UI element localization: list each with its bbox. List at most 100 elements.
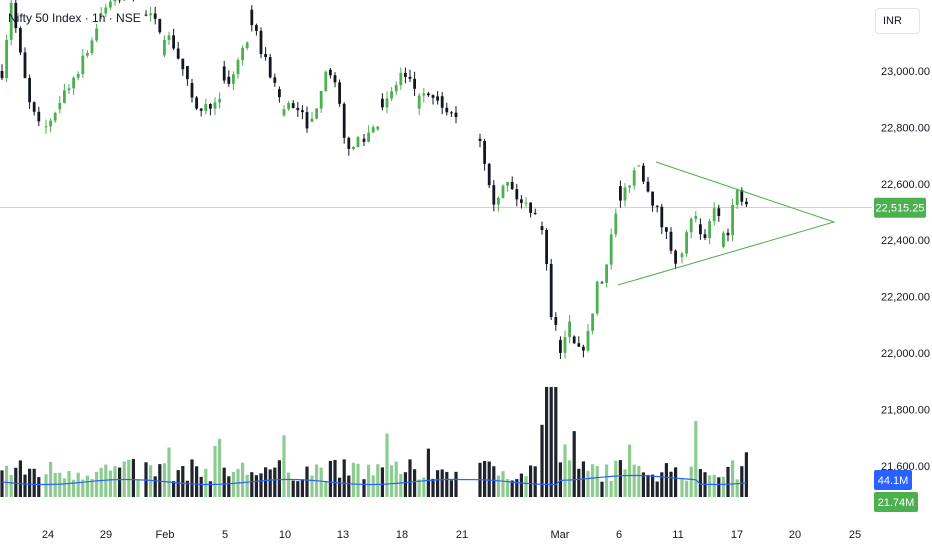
candle-body	[619, 186, 622, 201]
candle-body	[209, 104, 212, 109]
candle-body	[310, 118, 314, 122]
x-tick-label: 6	[616, 529, 622, 541]
volume-bar	[449, 480, 453, 497]
candle-body	[404, 72, 407, 77]
volume-bar	[181, 466, 185, 497]
volume-bar	[408, 459, 412, 497]
candle-body	[623, 187, 627, 201]
candle-body	[273, 77, 277, 83]
price-axis[interactable]: 23,000.00 22,800.00 22,600.00 22,400.00 22,2…	[881, 66, 930, 473]
axis-badges: 22,515.25 44.1M 21.74M	[874, 197, 926, 512]
volume-bar	[394, 461, 398, 497]
volume-bar	[213, 445, 217, 497]
currency-button[interactable]: INR	[875, 8, 920, 34]
candle-body	[181, 58, 185, 70]
candle-body	[515, 189, 519, 200]
volume-bar	[506, 479, 510, 497]
candle-body	[113, 0, 117, 2]
candle-body	[669, 231, 673, 251]
candle-body	[605, 264, 608, 283]
volume-bar	[273, 467, 277, 497]
volume-bar	[632, 464, 636, 497]
candle-body	[5, 39, 8, 79]
candle-body	[506, 182, 509, 186]
candle-body	[172, 35, 175, 49]
volume-bar	[731, 460, 735, 497]
volume-ma-label: 44.1M	[878, 475, 909, 487]
candle-body	[545, 230, 548, 264]
volume-bar	[655, 481, 659, 497]
candle-body	[259, 30, 263, 54]
candle-body	[445, 107, 449, 113]
volume-bar	[218, 438, 222, 497]
candle-body	[342, 103, 346, 138]
candle-body	[23, 52, 27, 78]
last-price-label: 22,515.25	[876, 203, 925, 215]
candle-body	[450, 112, 453, 114]
x-tick-label: Feb	[156, 529, 175, 541]
time-axis[interactable]: 24 29 Feb 5 10 13 18 21 Mar 6 11 17 20 25	[42, 529, 861, 541]
volume-bar	[431, 478, 435, 497]
candle-body	[540, 226, 544, 231]
volume-bar	[333, 460, 337, 497]
candle-body	[315, 108, 318, 119]
volume-bar	[664, 463, 668, 497]
candle-body	[549, 263, 553, 318]
volume-bar	[689, 466, 693, 497]
volume-bar	[568, 460, 572, 497]
volume-bar	[32, 468, 36, 497]
candle-body	[324, 71, 328, 91]
volume-bar	[95, 471, 99, 497]
volume-bar	[277, 460, 281, 497]
volume-bar	[540, 424, 544, 497]
volume-bar	[44, 474, 48, 497]
candle-body	[58, 103, 62, 110]
volume-bar	[185, 480, 189, 497]
volume-bar	[426, 448, 430, 497]
candle-body	[241, 47, 244, 61]
volume-bar	[436, 470, 440, 497]
volume-bar	[721, 476, 725, 497]
candle-body	[28, 77, 31, 103]
volume-bar	[282, 435, 286, 497]
candle-body	[591, 313, 594, 331]
candle-body	[735, 190, 739, 205]
candle-body	[586, 330, 590, 351]
y-tick-label: 22,600.00	[881, 179, 930, 191]
candle-body	[385, 98, 389, 108]
volume-bar	[108, 470, 112, 497]
x-tick-label: 20	[789, 529, 801, 541]
candle-body	[163, 39, 166, 56]
x-tick-label: 5	[222, 529, 228, 541]
volume-bar	[501, 471, 505, 497]
candle-body	[524, 202, 528, 204]
candle-body	[222, 66, 226, 81]
candle-body	[287, 103, 290, 110]
volume-bar	[190, 459, 194, 497]
volume-bar	[614, 460, 618, 497]
volume-bar	[99, 467, 103, 497]
x-tick-label: 11	[672, 529, 683, 541]
candle-body	[394, 85, 398, 92]
volume-bar	[90, 479, 94, 497]
candle-body	[559, 339, 562, 353]
volume-bar	[519, 473, 523, 497]
candle-body	[167, 35, 171, 40]
volume-bar	[14, 467, 18, 497]
volume-layer	[0, 387, 748, 497]
candle-body	[14, 2, 18, 29]
candle-body	[9, 2, 13, 40]
candle-body	[245, 42, 249, 48]
x-tick-label: 18	[396, 529, 408, 541]
volume-bar	[515, 479, 519, 497]
candle-body	[497, 197, 500, 205]
volume-bar	[744, 452, 748, 497]
volume-bar	[380, 467, 384, 497]
volume-bar	[76, 472, 80, 497]
chart-title: Nifty 50 Index · 1h · NSE	[8, 11, 141, 25]
volume-bar	[310, 475, 314, 497]
candle-body	[305, 112, 309, 129]
candle-body	[347, 137, 351, 149]
volume-bar	[28, 468, 32, 497]
